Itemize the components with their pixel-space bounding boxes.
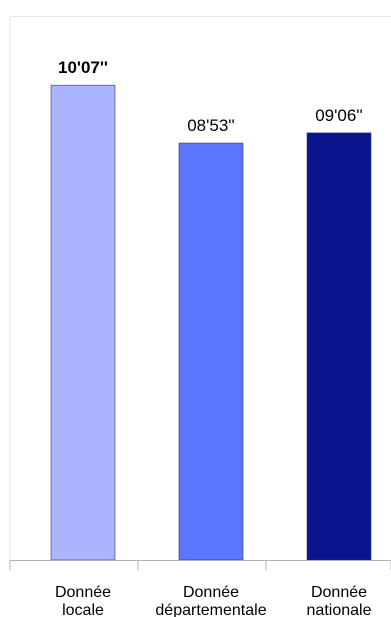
bar-3 (306, 132, 372, 561)
x-tick-label-1-line-2: locale (62, 602, 104, 617)
x-tick-label-3-line-1: Donnée (311, 584, 367, 601)
x-tick-label-2-line-2: départementale (155, 602, 266, 617)
bar-1 (50, 84, 116, 561)
data-label-1: 10'07'' (58, 58, 108, 77)
bar-2 (178, 142, 244, 561)
x-tick-label-2-line-1: Donnée (183, 584, 239, 601)
data-label-3: 09'06'' (315, 106, 363, 125)
x-tick-label-3-line-2: nationale (307, 602, 372, 617)
x-tick-label-1-line-1: Donnée (55, 584, 111, 601)
data-label-2: 08'53'' (187, 116, 235, 135)
